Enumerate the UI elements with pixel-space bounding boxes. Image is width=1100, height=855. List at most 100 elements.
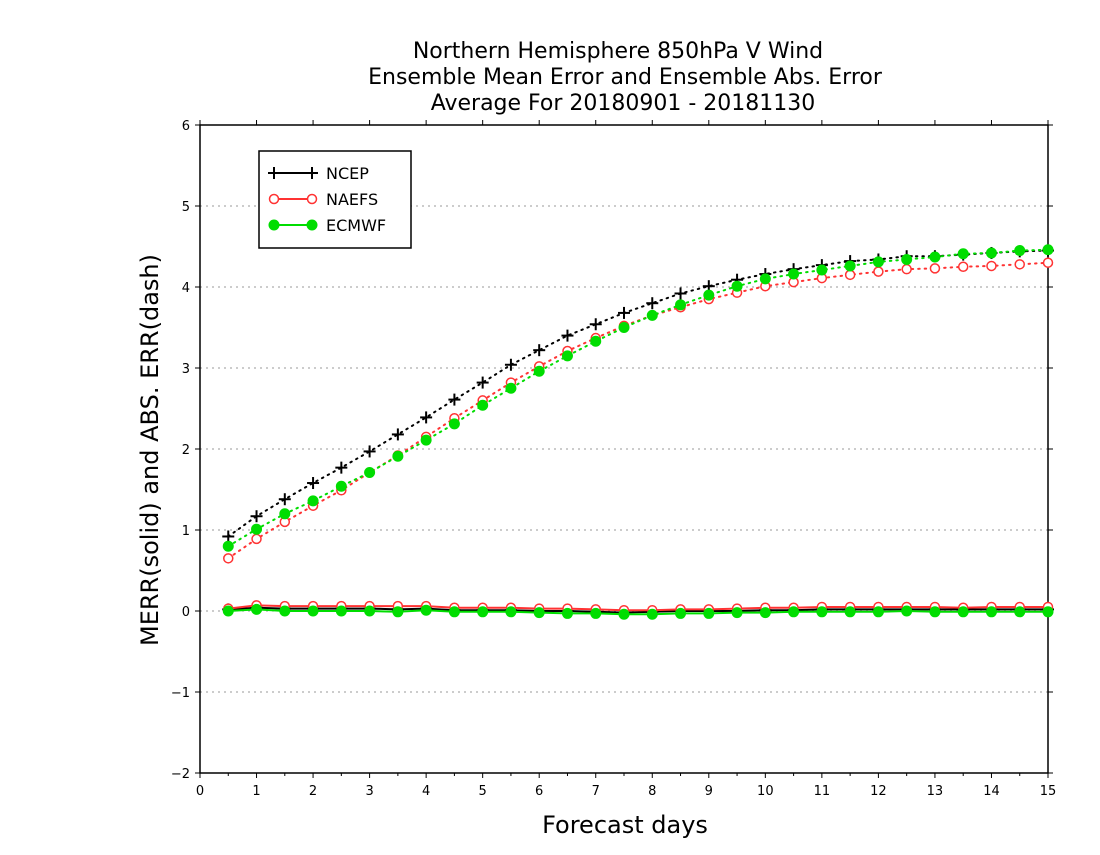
abs-err-point-naefs <box>873 266 884 277</box>
abs-err-point-ecmwf <box>307 495 319 507</box>
abs-err-point-ncep <box>335 461 348 474</box>
abs-err-point-ecmwf <box>279 508 291 520</box>
mean-err-point-ecmwf <box>448 606 460 618</box>
mean-err-point-ecmwf <box>335 605 347 617</box>
abs-err-line-ncep <box>227 249 1049 538</box>
mean-err-point-ecmwf <box>759 607 771 619</box>
abs-err-point-naefs <box>223 553 234 564</box>
mean-err-point-ecmwf <box>788 606 800 618</box>
legend-marker-naefs <box>268 193 280 205</box>
abs-err-point-ecmwf <box>448 418 460 430</box>
mean-err-point-ecmwf <box>872 606 884 618</box>
mean-err-point-ecmwf <box>279 605 291 617</box>
y-axis-label: MERR(solid) and ABS. ERR(dash) <box>136 254 164 646</box>
abs-err-point-ncep <box>589 318 602 331</box>
abs-err-point-ncep <box>250 510 263 523</box>
mean-err-point-ecmwf <box>929 606 941 618</box>
mean-err-point-ecmwf <box>533 607 545 619</box>
abs-err-point-ncep <box>646 297 659 310</box>
abs-err-point-ecmwf <box>816 264 828 276</box>
y-tick-label: −2 <box>171 767 190 782</box>
mean-err-point-ecmwf <box>307 605 319 617</box>
abs-err-line-naefs <box>227 261 1049 560</box>
legend: NCEP NAEFS ECMWF <box>258 150 412 249</box>
abs-err-point-ecmwf <box>788 268 800 280</box>
abs-err-point-ecmwf <box>872 256 884 268</box>
series-naefs <box>223 257 1054 616</box>
y-tick-label: 3 <box>182 362 190 377</box>
abs-err-point-ecmwf <box>392 450 404 462</box>
legend-marker-ecmwf <box>306 219 318 231</box>
abs-err-point-ncep <box>674 287 687 300</box>
legend-marker-ecmwf <box>268 219 280 231</box>
abs-err-point-ecmwf <box>901 253 913 265</box>
abs-err-point-ecmwf <box>222 540 234 552</box>
abs-err-point-naefs <box>957 261 969 272</box>
x-tick-label: 11 <box>814 784 831 799</box>
abs-err-point-ncep <box>561 329 574 342</box>
legend-marker-ncep <box>306 167 318 179</box>
abs-err-point-ecmwf <box>731 280 743 292</box>
abs-err-point-ecmwf <box>759 273 771 285</box>
mean-err-point-ecmwf <box>703 607 715 619</box>
abs-err-point-naefs <box>986 260 997 272</box>
x-tick-label: 13 <box>927 784 944 799</box>
chart-title-line-1: Northern Hemisphere 850hPa V Wind <box>413 39 823 64</box>
legend-item-naefs: NAEFS <box>268 190 378 209</box>
abs-err-point-ecmwf <box>590 335 602 347</box>
x-tick-label: 0 <box>196 784 204 799</box>
legend-item-ecmwf: ECMWF <box>268 216 386 235</box>
mean-err-point-ecmwf <box>731 607 743 619</box>
abs-err-point-ecmwf <box>533 365 545 377</box>
abs-err-point-ecmwf <box>618 322 630 333</box>
abs-err-point-ncep <box>533 344 546 357</box>
mean-err-point-ecmwf <box>618 608 630 620</box>
legend-item-ncep: NCEP <box>268 164 369 183</box>
x-tick-label: 4 <box>422 784 430 799</box>
mean-err-point-ecmwf <box>844 606 856 618</box>
x-tick-label: 14 <box>983 784 1000 799</box>
x-tick-label: 2 <box>309 784 317 799</box>
abs-err-point-ecmwf <box>929 251 941 263</box>
chart-title-line-2: Ensemble Mean Error and Ensemble Abs. Er… <box>368 65 883 90</box>
x-tick-label: 15 <box>1040 784 1057 799</box>
abs-err-point-naefs <box>844 269 856 281</box>
abs-err-point-naefs <box>929 263 941 274</box>
mean-err-point-ecmwf <box>816 606 828 618</box>
mean-err-point-ecmwf <box>1042 606 1054 618</box>
mean-err-point-ecmwf <box>251 603 263 615</box>
legend-marker-naefs <box>306 193 318 205</box>
mean-err-point-ecmwf <box>561 607 573 619</box>
abs-err-point-ecmwf <box>477 399 489 411</box>
series-ecmwf <box>222 244 1054 620</box>
chart-title-line-3: Average For 20180901 - 20181130 <box>431 91 816 116</box>
abs-err-point-ncep <box>618 306 630 319</box>
mean-err-point-ecmwf <box>590 607 602 619</box>
mean-err-point-ecmwf <box>901 605 913 617</box>
x-tick-label: 12 <box>870 784 887 799</box>
abs-err-point-ecmwf <box>505 382 517 394</box>
x-axis-label: Forecast days <box>542 811 708 839</box>
abs-err-line-ecmwf <box>227 248 1049 548</box>
mean-err-point-ecmwf <box>222 605 234 617</box>
series-layer <box>222 244 1054 620</box>
y-tick-label: 6 <box>182 119 190 134</box>
abs-err-point-ecmwf <box>335 480 347 492</box>
abs-err-point-ecmwf <box>420 434 432 446</box>
series-ncep <box>222 244 1054 619</box>
mean-err-point-ecmwf <box>985 606 997 618</box>
abs-err-point-ncep <box>476 376 489 389</box>
abs-err-point-ecmwf <box>675 299 687 311</box>
abs-err-point-naefs <box>901 263 912 275</box>
mean-err-point-ecmwf <box>505 606 517 618</box>
abs-err-point-ncep <box>420 411 433 424</box>
abs-err-point-ecmwf <box>985 247 997 259</box>
legend-label-naefs: NAEFS <box>326 190 378 209</box>
abs-err-point-naefs <box>1042 257 1054 268</box>
mean-err-point-ecmwf <box>392 606 404 618</box>
abs-err-point-ncep <box>278 493 291 506</box>
x-tick-label: 5 <box>479 784 487 799</box>
y-tick-label: 1 <box>182 524 190 539</box>
